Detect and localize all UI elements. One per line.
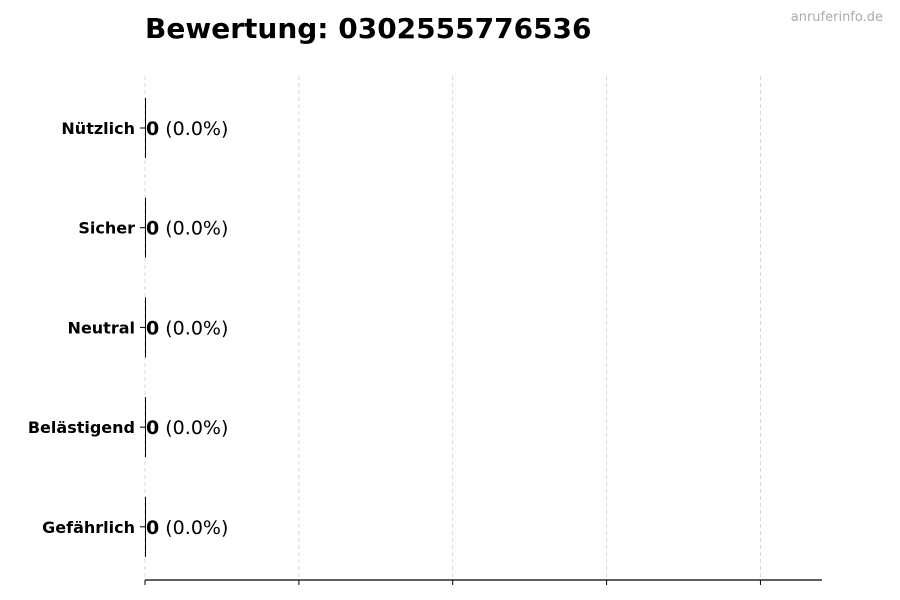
data-label: 0 (0.0%): [146, 317, 228, 339]
bar-2: [145, 297, 146, 358]
count-label: 0: [146, 118, 159, 140]
data-label: 0 (0.0%): [146, 417, 228, 439]
percent-label: (0.0%): [159, 118, 228, 140]
category-label: Sicher: [78, 219, 135, 238]
bar-0: [145, 98, 146, 158]
data-label: 0 (0.0%): [146, 118, 228, 140]
count-label: 0: [146, 317, 159, 339]
category-label: Nützlich: [61, 119, 135, 138]
bar-3: [145, 397, 146, 458]
count-label: 0: [146, 417, 159, 439]
bar-1: [145, 197, 146, 258]
percent-label: (0.0%): [159, 417, 228, 439]
count-label: 0: [146, 218, 159, 240]
data-label: 0 (0.0%): [146, 517, 228, 539]
chart-title: Bewertung: 0302555776536: [145, 12, 592, 45]
percent-label: (0.0%): [159, 317, 228, 339]
percent-label: (0.0%): [159, 218, 228, 240]
category-label: Neutral: [68, 318, 135, 337]
watermark: anruferinfo.de: [790, 10, 883, 25]
category-label: Gefährlich: [42, 518, 135, 537]
category-label: Belästigend: [28, 418, 135, 437]
bar-4: [145, 496, 146, 557]
data-label: 0 (0.0%): [146, 218, 228, 240]
percent-label: (0.0%): [159, 517, 228, 539]
count-label: 0: [146, 517, 159, 539]
